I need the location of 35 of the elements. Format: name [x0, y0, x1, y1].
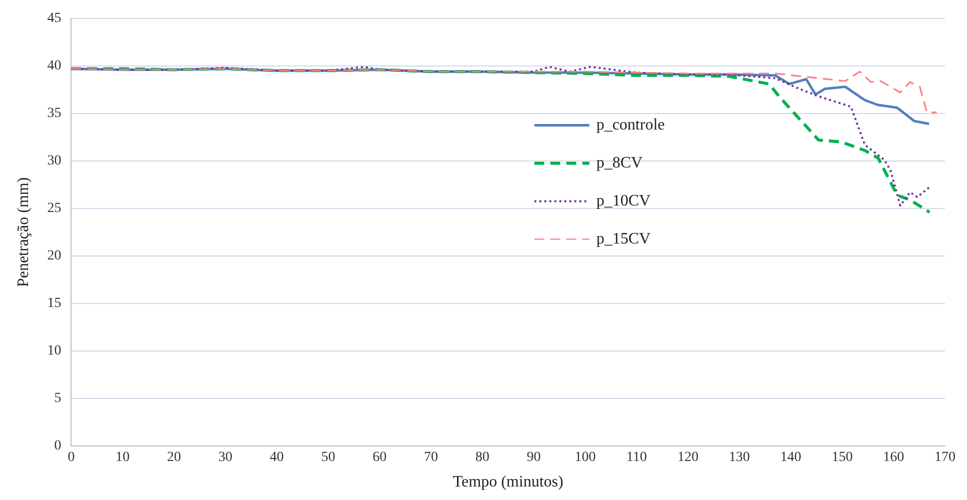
x-tick-label: 30 [218, 450, 232, 466]
line-series [71, 68, 938, 114]
y-tick-label: 25 [47, 201, 62, 216]
x-tick-label: 60 [372, 450, 387, 466]
legend-label: p_15CV [596, 230, 651, 248]
x-tick-label: 70 [424, 450, 438, 466]
x-tick-label: 10 [116, 450, 130, 466]
x-tick-label: 130 [728, 450, 750, 466]
legend-label: p_10CV [596, 192, 651, 210]
y-tick-label: 40 [47, 58, 62, 74]
y-tick-label: 35 [47, 106, 62, 122]
legend-label: p_8CV [596, 154, 643, 172]
x-tick-label: 120 [678, 450, 698, 466]
x-axis-title: Tempo (minutos) [452, 474, 564, 491]
y-tick-label: 20 [47, 248, 62, 264]
y-tick-label: 10 [47, 344, 62, 359]
y-tick-label: 45 [47, 11, 62, 26]
x-tick-label: 160 [883, 450, 904, 466]
y-axis-title: Penetração (mm) [14, 177, 32, 288]
y-tick-label: 15 [47, 296, 62, 312]
x-tick-label: 0 [68, 450, 75, 466]
y-tick-label: 5 [54, 391, 62, 406]
x-tick-label: 40 [270, 450, 284, 466]
x-tick-label: 50 [321, 450, 336, 466]
x-tick-label: 90 [526, 450, 541, 466]
legend-label: p_controle [596, 116, 665, 134]
y-tick-label: 30 [47, 154, 62, 169]
x-tick-label: 150 [832, 450, 853, 466]
x-tick-label: 140 [780, 450, 802, 466]
x-tick-label: 80 [475, 450, 490, 466]
x-tick-label: 100 [574, 450, 596, 466]
x-tick-label: 110 [626, 450, 647, 466]
x-tick-label: 170 [934, 450, 956, 466]
x-tick-label: 20 [167, 450, 181, 466]
y-tick-label: 0 [54, 438, 62, 454]
